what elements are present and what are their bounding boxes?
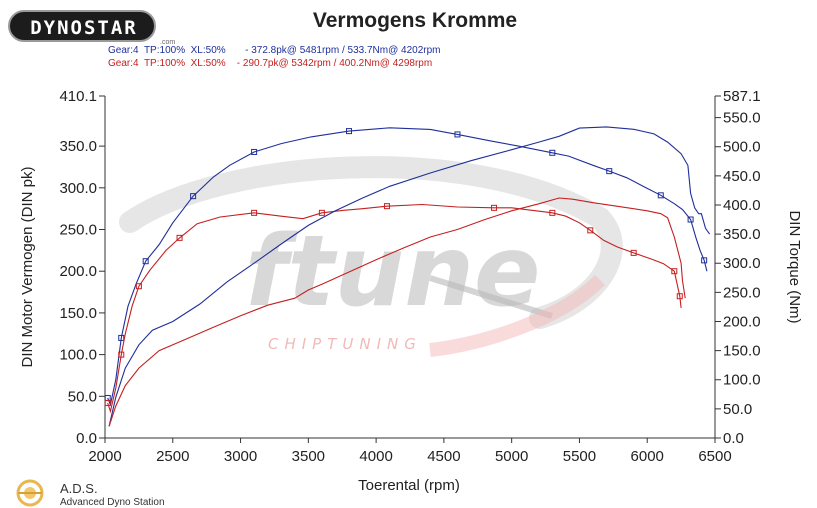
data-point-red bbox=[587, 227, 594, 234]
data-point-red bbox=[491, 204, 498, 211]
y-right-tick-label: 50.0 bbox=[723, 401, 752, 418]
data-point-blue bbox=[346, 128, 352, 135]
y-left-tick-label: 300.0 bbox=[59, 180, 97, 197]
data-point-red bbox=[630, 249, 637, 256]
legend-entry-blue: Gear:4 TP:100% XL:50% - 372.8pk@ 5481rpm… bbox=[108, 45, 441, 56]
y-right-tick-label: 500.0 bbox=[723, 139, 761, 156]
chart-series bbox=[104, 126, 711, 427]
logo-suffix: .com bbox=[160, 39, 176, 46]
y-left-tick-label: 350.0 bbox=[59, 138, 97, 155]
y-left-tick-label: 250.0 bbox=[59, 222, 97, 239]
x-tick-label: 3500 bbox=[292, 448, 325, 465]
data-point-red bbox=[676, 293, 683, 300]
y-right-tick-label: 400.0 bbox=[723, 197, 761, 214]
y-right-tick-label: 250.0 bbox=[723, 284, 761, 301]
data-point-blue bbox=[549, 149, 556, 156]
legend-entry-red: Gear:4 TP:100% XL:50% - 290.7pk@ 5342rpm… bbox=[108, 58, 433, 69]
y-right-tick-label: 350.0 bbox=[723, 226, 761, 243]
x-tick-label: 5500 bbox=[563, 448, 596, 465]
x-tick-label: 2500 bbox=[156, 448, 189, 465]
x-tick-label: 4000 bbox=[359, 448, 392, 465]
data-point-red bbox=[318, 209, 325, 216]
x-tick-label: 5000 bbox=[495, 448, 528, 465]
logo-badge: DYNOSTAR bbox=[8, 10, 156, 42]
logo-brand: DYNOSTAR bbox=[30, 17, 138, 39]
y-right-tick-label: 550.0 bbox=[723, 110, 761, 127]
ads-logo-icon bbox=[16, 479, 44, 507]
y-left-tick-label: 200.0 bbox=[59, 263, 97, 280]
x-tick-label: 6500 bbox=[698, 448, 731, 465]
y-right-tick-label: 150.0 bbox=[723, 343, 761, 360]
watermark-main: ftune bbox=[245, 215, 540, 329]
chart-title: Vermogens Kromme bbox=[312, 9, 518, 32]
data-point-blue bbox=[687, 216, 694, 223]
dynostar-logo: DYNOSTAR .com bbox=[8, 10, 175, 46]
y-right-tick-label: 200.0 bbox=[723, 313, 761, 330]
data-point-red bbox=[135, 283, 142, 290]
torque-line-red bbox=[108, 197, 686, 427]
data-point-blue bbox=[657, 192, 664, 199]
y-left-tick-label: 50.0 bbox=[68, 388, 97, 405]
x-axis-label: Toerental (rpm) bbox=[358, 477, 460, 494]
data-point-blue bbox=[251, 148, 258, 155]
ads-subtitle: Advanced Dyno Station bbox=[60, 497, 165, 508]
x-tick-label: 6000 bbox=[631, 448, 664, 465]
data-point-blue bbox=[104, 394, 111, 401]
data-point-red bbox=[104, 399, 111, 406]
data-point-blue bbox=[606, 168, 613, 175]
data-point-blue bbox=[118, 334, 125, 341]
data-point-red bbox=[118, 351, 125, 358]
ftune-watermark: ftune CHIPTUNING bbox=[119, 156, 623, 357]
chart-axes: 2000 2500 3000 3500 4000 4500 5000 5500 6000 6500… bbox=[59, 88, 760, 465]
y-right-tick-label: 300.0 bbox=[723, 255, 761, 272]
torque-line-blue bbox=[108, 126, 711, 427]
y-axis-right-label: DIN Torque (Nm) bbox=[786, 210, 803, 323]
data-point-red bbox=[671, 268, 678, 275]
data-point-red bbox=[383, 203, 390, 210]
data-point-blue bbox=[454, 131, 461, 138]
data-point-blue bbox=[142, 258, 149, 265]
ads-footer: A.D.S. Advanced Dyno Station bbox=[12, 478, 232, 508]
power-line-blue bbox=[107, 127, 708, 407]
y-axis-left-label: DIN Motor Vermogen (DIN pk) bbox=[19, 167, 36, 368]
y-right-tick-label: 450.0 bbox=[723, 168, 761, 185]
x-tick-label: 4500 bbox=[427, 448, 460, 465]
data-point-blue bbox=[701, 257, 708, 264]
y-left-tick-label: 410.1 bbox=[59, 88, 97, 105]
y-right-tick-label: 100.0 bbox=[723, 372, 761, 389]
data-point-red bbox=[549, 209, 556, 216]
data-point-blue bbox=[190, 193, 197, 200]
y-left-tick-label: 100.0 bbox=[59, 347, 97, 364]
y-right-tick-label: 0.0 bbox=[723, 430, 744, 447]
y-left-tick-label: 0.0 bbox=[76, 430, 97, 447]
x-tick-label: 2000 bbox=[88, 448, 121, 465]
ads-name: A.D.S. bbox=[60, 481, 98, 496]
power-line-red bbox=[107, 203, 682, 414]
data-point-red bbox=[176, 234, 183, 241]
y-right-tick-label: 587.1 bbox=[723, 88, 761, 105]
watermark-sub: CHIPTUNING bbox=[268, 335, 422, 353]
x-tick-label: 3000 bbox=[224, 448, 257, 465]
data-point-red bbox=[251, 209, 258, 216]
y-left-tick-label: 150.0 bbox=[59, 305, 97, 322]
